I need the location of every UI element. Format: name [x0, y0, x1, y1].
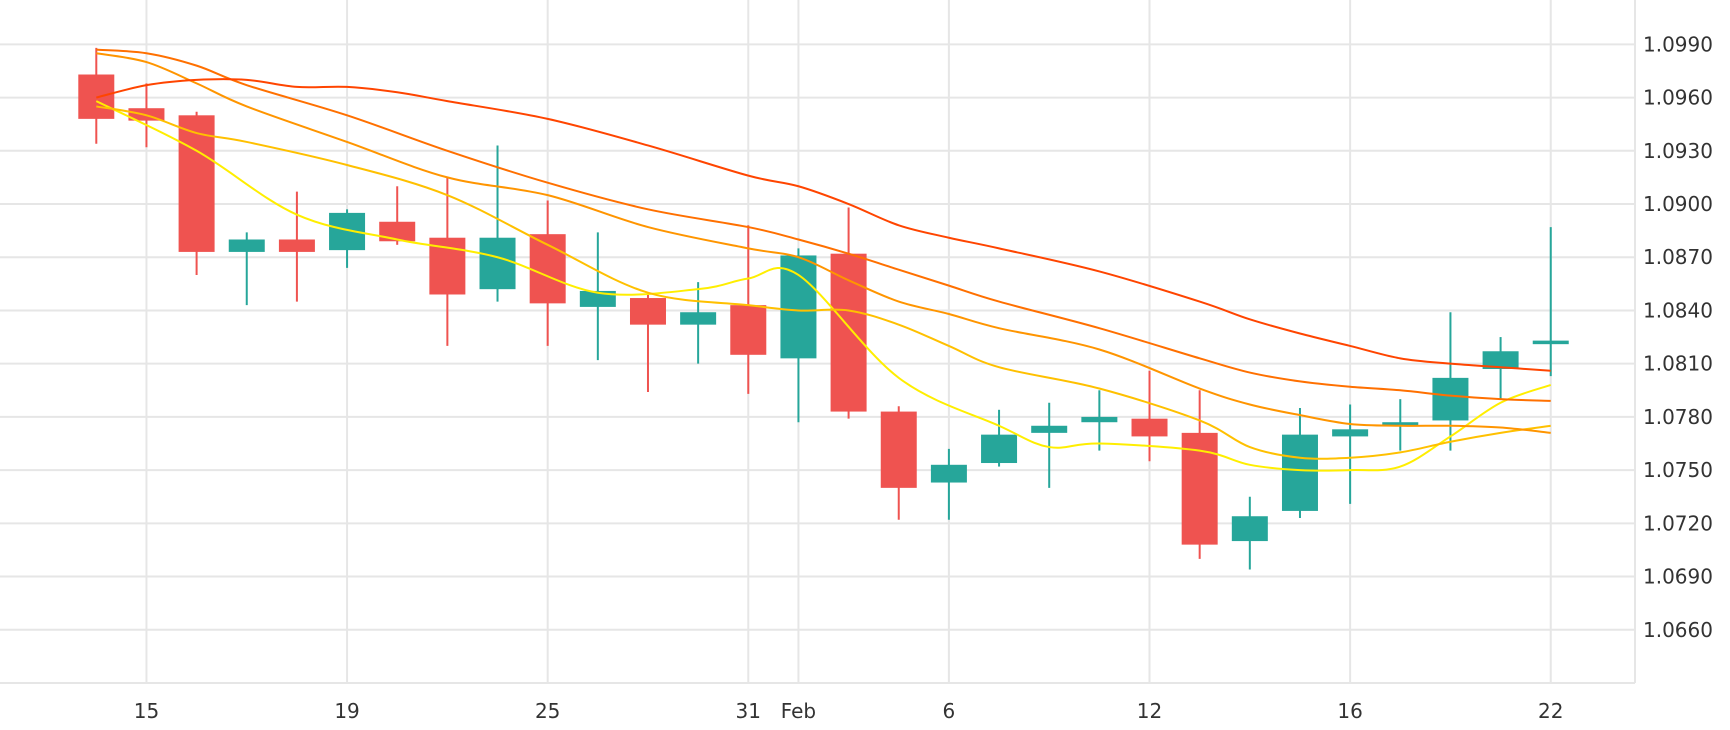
grid-layer	[0, 0, 1635, 683]
candle-up	[1532, 227, 1569, 377]
candle-up	[930, 448, 967, 520]
candle-up	[579, 232, 616, 361]
x-tick-label: 31	[736, 699, 761, 723]
candle-body	[178, 115, 215, 252]
candle-body	[1031, 425, 1068, 433]
x-tick-label: 6	[943, 699, 956, 723]
x-tick-label: 22	[1538, 699, 1563, 723]
y-tick-label: 1.0840	[1643, 298, 1713, 322]
candle-body	[1081, 416, 1118, 423]
x-tick-label: Feb	[781, 699, 816, 723]
y-tick-label: 1.0930	[1643, 139, 1713, 163]
candle-up	[479, 145, 516, 302]
candle-body	[1131, 418, 1168, 437]
candle-down	[78, 47, 115, 144]
candle-up	[1281, 408, 1318, 519]
candle-up	[981, 409, 1018, 467]
candle-down	[429, 177, 466, 346]
candle-up	[1231, 496, 1268, 570]
y-tick-label: 1.0660	[1643, 618, 1713, 642]
moving-average-line	[95, 100, 1552, 472]
candle-down	[880, 406, 917, 520]
candle-body	[1482, 351, 1519, 369]
y-tick-label: 1.0750	[1643, 458, 1713, 482]
candle-body	[479, 237, 516, 290]
candle-body	[1231, 516, 1268, 542]
candle-layer	[78, 47, 1569, 570]
y-tick-label: 1.0810	[1643, 352, 1713, 376]
moving-average-line	[96, 78, 1551, 372]
moving-average-line	[96, 52, 1551, 434]
x-tick-label: 12	[1137, 699, 1162, 723]
candle-up	[329, 209, 366, 268]
moving-average-line	[96, 105, 1551, 460]
candle-body	[579, 290, 616, 307]
candle-up	[1432, 312, 1469, 451]
candle-up	[680, 282, 717, 364]
y-tick-label: 1.0900	[1643, 192, 1713, 216]
candle-body	[981, 434, 1018, 464]
x-tick-label: 15	[134, 699, 159, 723]
candle-body	[379, 221, 416, 242]
y-tick-label: 1.0870	[1643, 245, 1713, 269]
candle-body	[1532, 340, 1569, 345]
candle-body	[780, 255, 817, 359]
candle-body	[930, 464, 967, 483]
candle-up	[1031, 402, 1068, 488]
y-tick-label: 1.0990	[1643, 32, 1713, 56]
candle-down	[278, 191, 315, 302]
candle-down	[629, 294, 666, 393]
candle-body	[278, 239, 315, 252]
candle-down	[730, 225, 767, 394]
candle-up	[228, 232, 265, 306]
candle-body	[830, 253, 867, 412]
x-tick-label: 19	[334, 699, 359, 723]
candle-body	[880, 411, 917, 488]
candle-body	[730, 305, 767, 355]
candle-body	[1382, 422, 1419, 426]
candle-up	[780, 248, 817, 423]
candle-body	[1281, 434, 1318, 511]
x-tick-label: 25	[535, 699, 560, 723]
candle-body	[228, 239, 265, 252]
y-tick-label: 1.0780	[1643, 405, 1713, 429]
x-tick-label: 16	[1337, 699, 1362, 723]
candle-body	[1432, 377, 1469, 421]
y-tick-label: 1.0690	[1643, 565, 1713, 589]
candle-down	[178, 111, 215, 275]
moving-average-layer	[95, 48, 1552, 472]
candle-down	[529, 200, 566, 346]
moving-average-line	[96, 48, 1551, 402]
candle-up	[1332, 404, 1369, 504]
candle-body	[680, 312, 717, 325]
candle-body	[1332, 429, 1369, 437]
candle-up	[1081, 390, 1118, 451]
y-tick-label: 1.0720	[1643, 511, 1713, 535]
candle-down	[379, 186, 416, 245]
y-tick-label: 1.0960	[1643, 86, 1713, 110]
candle-body	[629, 298, 666, 325]
